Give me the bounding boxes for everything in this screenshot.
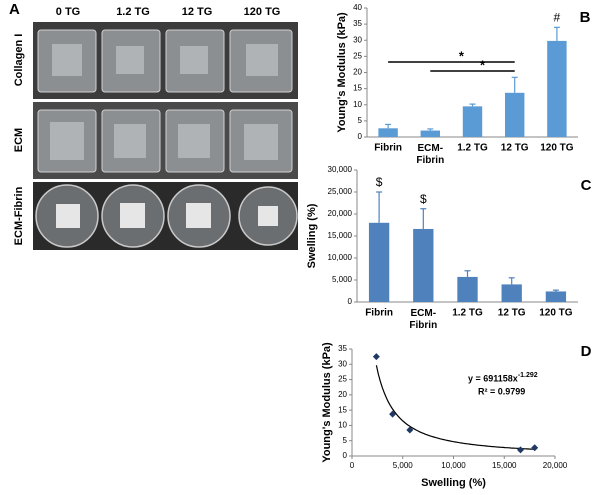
gel xyxy=(50,122,84,160)
panel-label: C xyxy=(581,177,592,194)
y-axis-title: Swelling (%) xyxy=(306,203,318,268)
annotation: # xyxy=(554,11,561,25)
x-tick-label: Fibrin xyxy=(374,143,402,154)
annotation: $ xyxy=(420,192,427,206)
gel xyxy=(258,206,278,226)
gel xyxy=(178,124,210,158)
gel xyxy=(186,203,211,228)
x-tick-label: ECM-Fibrin xyxy=(409,308,437,331)
y-tick-label: 35 xyxy=(338,344,347,353)
x-tick-label: 120 TG xyxy=(540,143,574,154)
x-tick-label: 10,000 xyxy=(441,461,466,470)
y-tick-label: 20 xyxy=(338,390,347,399)
data-point xyxy=(389,410,397,418)
x-tick-label: Fibrin xyxy=(365,308,393,319)
bar xyxy=(462,106,483,137)
x-tick-label: 12 TG xyxy=(498,308,526,319)
x-tick-label: 0 xyxy=(350,461,355,470)
column-label: 120 TG xyxy=(244,6,281,18)
row-label: ECM xyxy=(13,128,25,152)
x-tick-label: 1.2 TG xyxy=(452,308,483,319)
bar xyxy=(501,284,522,302)
x-tick-label: 120 TG xyxy=(539,308,573,319)
bar xyxy=(413,228,434,302)
annotation: * xyxy=(459,48,465,63)
gel xyxy=(244,124,278,160)
y-tick-label: 30 xyxy=(338,359,347,368)
column-label: 12 TG xyxy=(182,6,213,18)
panel-label: D xyxy=(581,343,592,360)
data-point xyxy=(406,426,414,434)
y-tick-label: 30,000 xyxy=(328,165,353,174)
row-label: Collagen I xyxy=(13,34,25,87)
bar xyxy=(545,291,567,302)
panel-label: A xyxy=(9,1,20,18)
x-tick-label: 1.2 TG xyxy=(457,143,488,154)
bar xyxy=(547,40,567,137)
fit-equation: y = 691158x-1.292 xyxy=(468,372,538,384)
y-tick-label: 25 xyxy=(338,375,347,384)
y-tick-label: 25 xyxy=(353,51,362,60)
gel xyxy=(52,44,82,76)
y-tick-label: 5 xyxy=(358,116,363,125)
y-tick-label: 15,000 xyxy=(328,231,353,240)
bar xyxy=(420,130,441,137)
y-tick-label: 5,000 xyxy=(332,275,353,284)
y-tick-label: 40 xyxy=(353,3,362,12)
y-tick-label: 30 xyxy=(353,35,362,44)
x-tick-label: 20,000 xyxy=(543,461,568,470)
x-tick-label: 12 TG xyxy=(501,143,529,154)
y-tick-label: 10 xyxy=(338,421,347,430)
annotation: $ xyxy=(376,175,383,189)
y-tick-label: 20,000 xyxy=(328,209,353,218)
y-tick-label: 20 xyxy=(353,68,362,77)
y-tick-label: 15 xyxy=(353,84,362,93)
bar xyxy=(368,222,390,302)
row-label: ECM-Fibrin xyxy=(13,186,25,245)
bar xyxy=(457,276,478,302)
data-point xyxy=(372,353,380,361)
fit-exponent: -1.292 xyxy=(518,372,538,379)
x-axis-title: Swelling (%) xyxy=(421,477,486,489)
photo-panel xyxy=(33,22,298,250)
y-tick-label: 10 xyxy=(353,100,362,109)
column-label: 1.2 TG xyxy=(116,6,150,18)
column-label: 0 TG xyxy=(56,6,80,18)
trend-line xyxy=(375,365,535,450)
y-tick-label: 0 xyxy=(343,451,348,460)
data-point xyxy=(516,446,524,454)
gel xyxy=(56,204,80,228)
y-tick-label: 5 xyxy=(343,436,348,445)
y-tick-label: 35 xyxy=(353,19,362,28)
gel xyxy=(116,46,144,74)
bar xyxy=(504,92,525,137)
fit-r-squared: R² = 0.9799 xyxy=(478,386,525,396)
gel xyxy=(180,46,208,74)
gel xyxy=(120,203,145,228)
panel-label: B xyxy=(580,9,591,26)
y-tick-label: 15 xyxy=(338,405,347,414)
y-tick-label: 0 xyxy=(348,297,353,306)
bar xyxy=(378,128,398,137)
data-point xyxy=(531,444,539,452)
x-tick-label: 5,000 xyxy=(393,461,414,470)
y-axis-title: Young's Modulus (kPa) xyxy=(321,342,333,463)
x-tick-label: ECM-Fibrin xyxy=(416,143,444,166)
gel xyxy=(246,44,278,76)
y-tick-label: 0 xyxy=(358,132,363,141)
gel xyxy=(114,124,146,158)
y-tick-label: 25,000 xyxy=(328,187,353,196)
x-tick-label: 15,000 xyxy=(492,461,517,470)
y-axis-title: Young's Modulus (kPa) xyxy=(336,12,348,133)
annotation: * xyxy=(480,57,486,72)
y-tick-label: 10,000 xyxy=(328,253,353,262)
